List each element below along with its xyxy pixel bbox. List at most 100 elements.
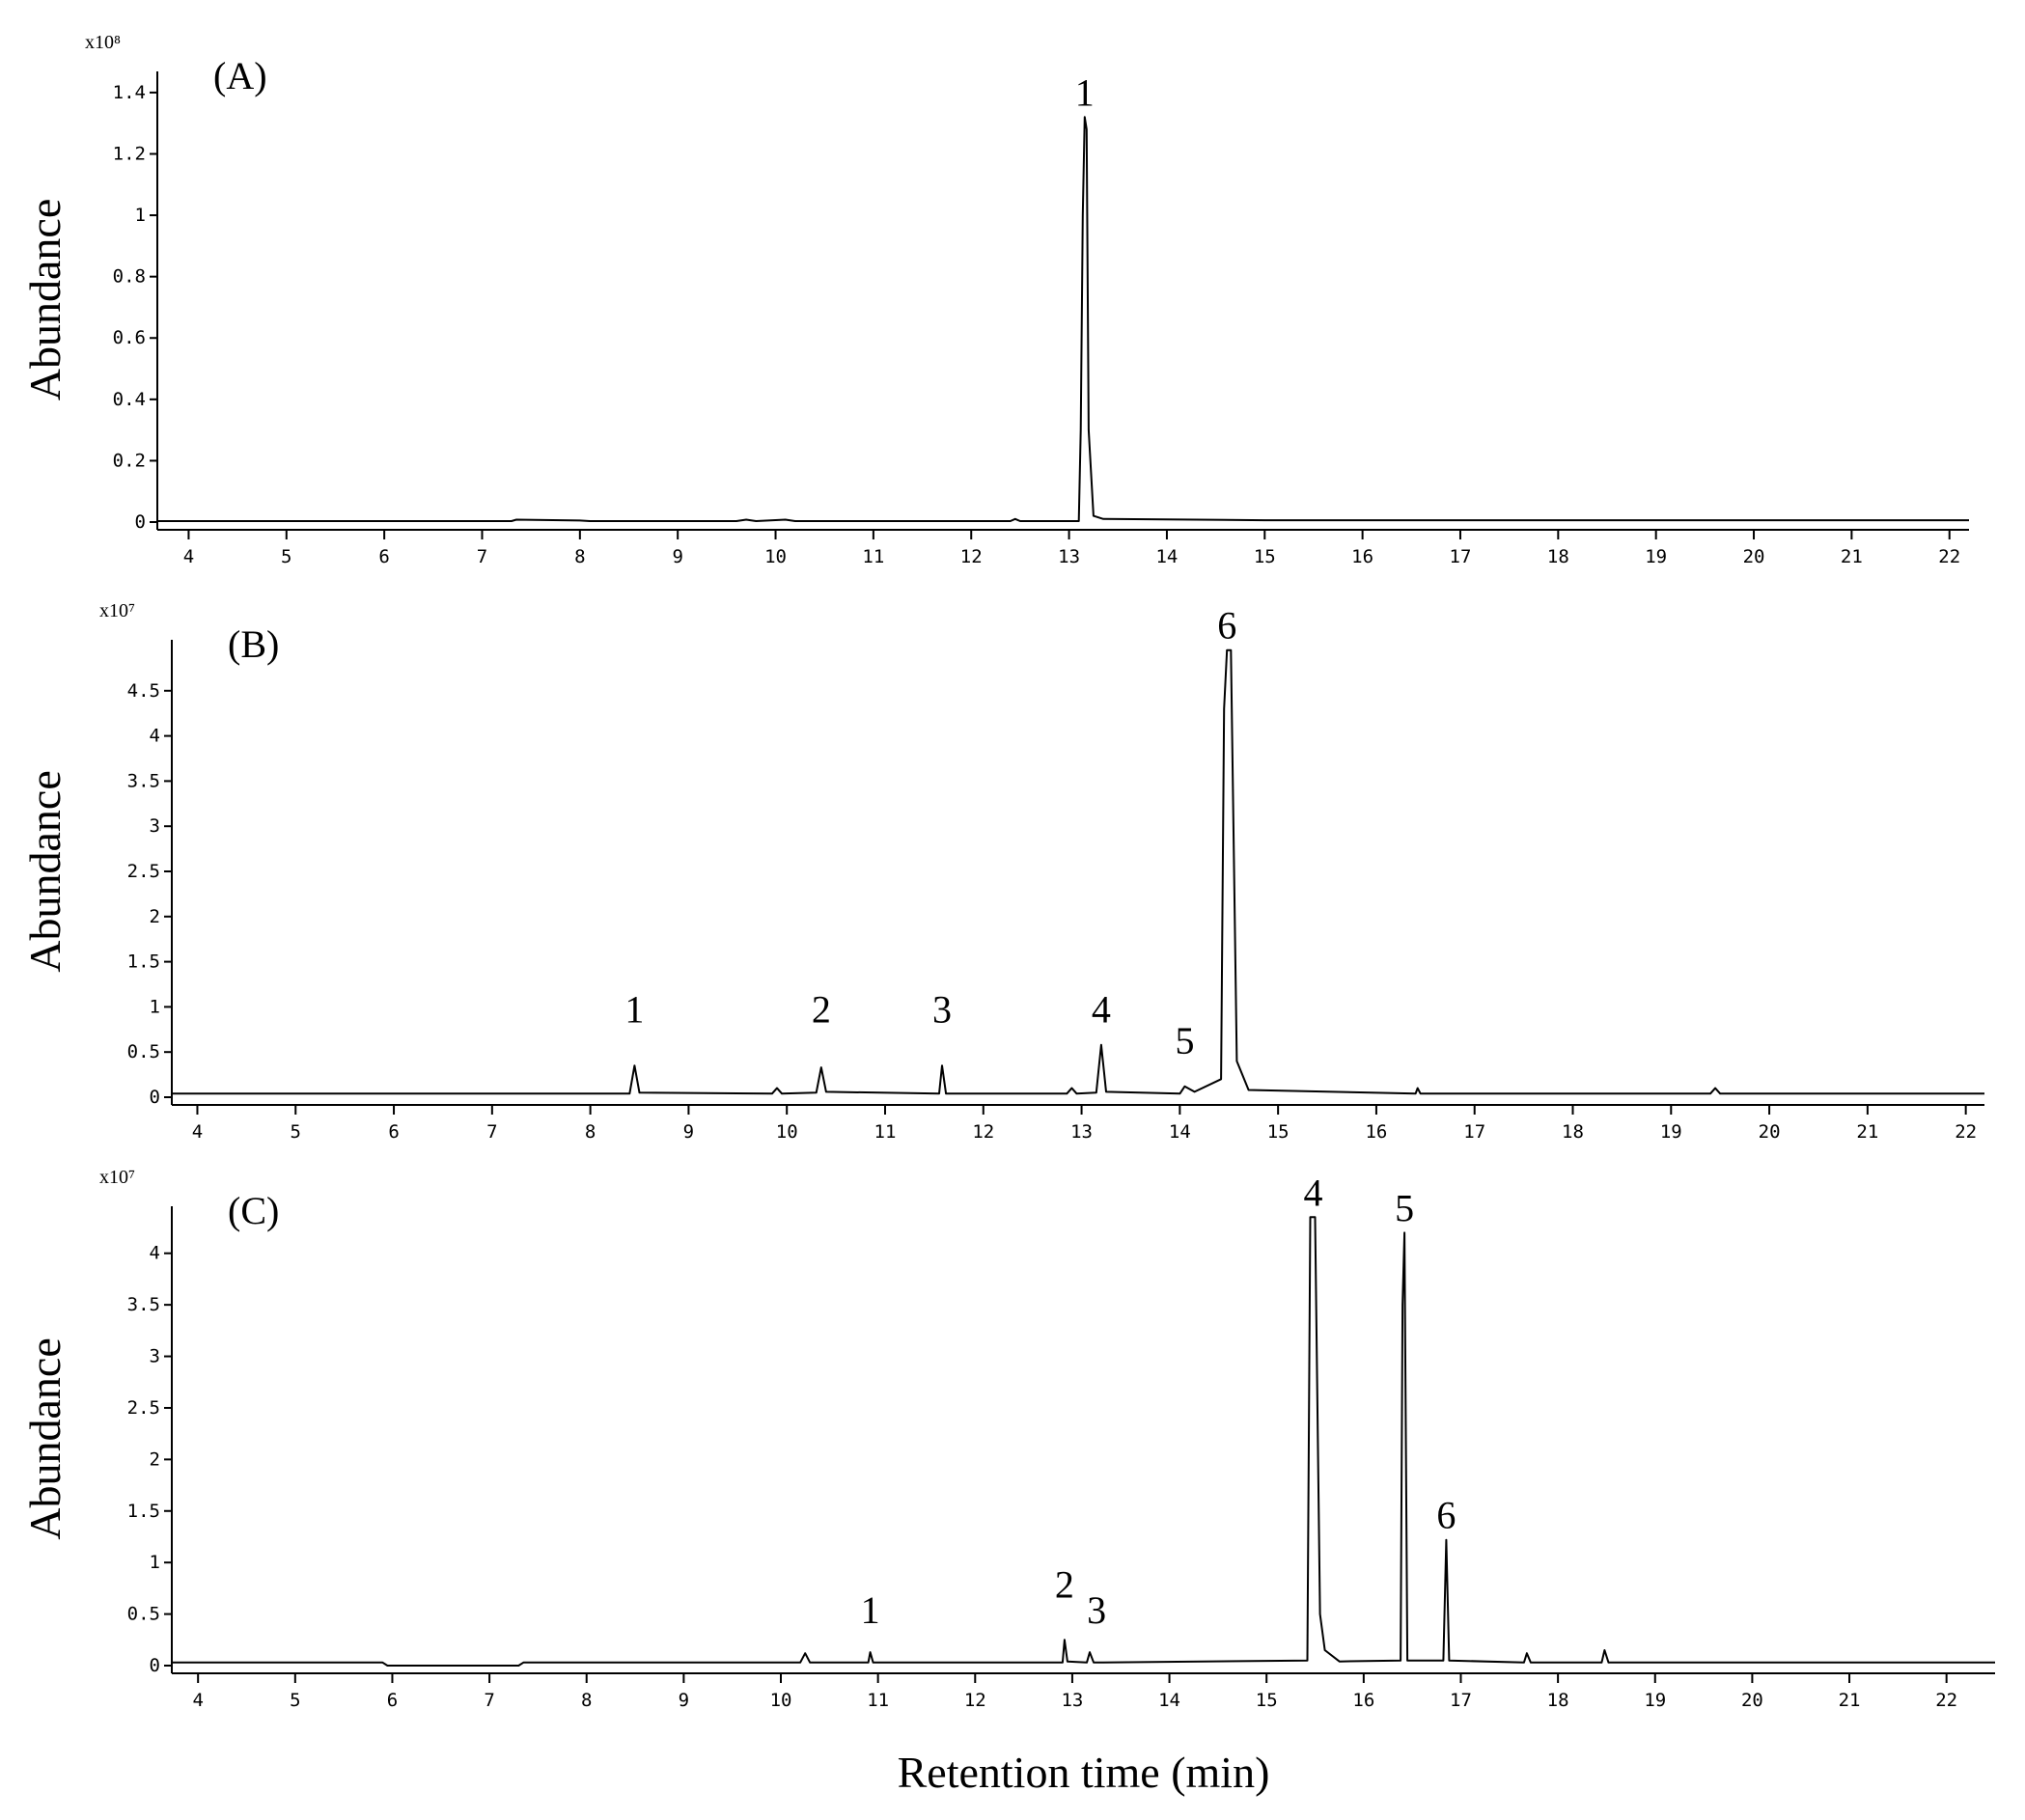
x-tick-label: 10 (776, 1121, 798, 1143)
x-tick-label: 15 (1267, 1121, 1290, 1143)
y-tick-label: 4 (150, 726, 160, 747)
x-tick-label: 19 (1660, 1121, 1682, 1143)
x-tick-label: 13 (1070, 1121, 1093, 1143)
x-tick-label: 18 (1547, 1690, 1569, 1711)
y-tick-label: 3 (150, 815, 160, 837)
peak-label: 1 (624, 987, 644, 1031)
x-tick-label: 8 (581, 1690, 592, 1711)
y-tick-label: 2 (150, 906, 160, 927)
panel-title: (B) (228, 622, 279, 666)
x-tick-label: 22 (1955, 1121, 1977, 1143)
x-tick-label: 11 (862, 546, 884, 567)
peak-label: 4 (1304, 1171, 1323, 1214)
scale-label: x10⁸ (85, 32, 121, 53)
x-tick-label: 22 (1935, 1690, 1957, 1711)
peak-label: 4 (1092, 987, 1111, 1031)
y-tick-label: 2.5 (127, 861, 160, 882)
y-tick-label: 0 (150, 1087, 160, 1108)
y-tick-label: 0.6 (113, 327, 146, 348)
y-tick-label: 3.5 (127, 770, 160, 791)
x-tick-label: 7 (486, 1121, 497, 1143)
x-tick-label: 16 (1365, 1121, 1387, 1143)
panel-title: (A) (213, 54, 267, 97)
x-tick-label: 20 (1759, 1121, 1781, 1143)
x-tick-label: 21 (1856, 1121, 1878, 1143)
x-tick-label: 14 (1158, 1690, 1180, 1711)
x-tick-label: 12 (964, 1690, 986, 1711)
y-tick-label: 3 (150, 1346, 160, 1367)
x-tick-label: 13 (1061, 1690, 1083, 1711)
x-tick-label: 10 (764, 546, 787, 567)
panel-title: (C) (228, 1189, 279, 1232)
peak-label: 3 (932, 987, 952, 1031)
peak-label: 5 (1175, 1019, 1194, 1062)
x-tick-label: 19 (1645, 546, 1667, 567)
y-tick-label: 2.5 (127, 1397, 160, 1419)
trace (172, 1216, 1995, 1667)
scale-label: x10⁷ (99, 1167, 135, 1188)
y-axis-label: Abundance (20, 1337, 69, 1539)
x-tick-label: 9 (679, 1690, 689, 1711)
y-tick-label: 1 (150, 1552, 160, 1573)
y-tick-label: 3.5 (127, 1294, 160, 1315)
x-tick-label: 5 (290, 1690, 300, 1711)
x-tick-label: 5 (291, 1121, 301, 1143)
x-tick-label: 4 (183, 546, 194, 567)
y-tick-label: 2 (150, 1448, 160, 1470)
y-axis-label: Abundance (20, 199, 69, 400)
x-tick-label: 13 (1058, 546, 1080, 567)
x-tick-label: 16 (1351, 546, 1373, 567)
y-axis-label: Abundance (20, 770, 69, 972)
x-tick-label: 18 (1562, 1121, 1584, 1143)
x-axis-label: Retention time (min) (898, 1748, 1270, 1797)
x-tick-label: 6 (387, 1690, 398, 1711)
y-tick-label: 0.2 (113, 450, 146, 471)
x-tick-label: 11 (867, 1690, 889, 1711)
x-tick-label: 12 (972, 1121, 994, 1143)
peak-label: 6 (1217, 604, 1236, 648)
peak-label: 5 (1395, 1186, 1414, 1229)
peak-label: 1 (1075, 70, 1095, 114)
peak-label: 1 (861, 1588, 880, 1632)
x-tick-label: 4 (192, 1690, 203, 1711)
x-tick-label: 11 (874, 1121, 897, 1143)
x-tick-label: 12 (960, 546, 983, 567)
x-tick-label: 16 (1352, 1690, 1374, 1711)
x-tick-label: 8 (574, 546, 585, 567)
x-tick-label: 21 (1839, 1690, 1861, 1711)
y-tick-label: 0 (135, 511, 146, 533)
x-tick-label: 14 (1155, 546, 1178, 567)
x-tick-label: 10 (770, 1690, 792, 1711)
x-tick-label: 17 (1463, 1121, 1485, 1143)
y-tick-label: 4 (150, 1243, 160, 1264)
y-tick-label: 1.2 (113, 143, 146, 164)
x-tick-label: 17 (1450, 546, 1472, 567)
y-tick-label: 0.5 (127, 1604, 160, 1625)
x-tick-label: 22 (1938, 546, 1960, 567)
peak-label: 2 (812, 987, 831, 1031)
y-tick-label: 4.5 (127, 680, 160, 702)
y-tick-label: 1.5 (127, 951, 160, 973)
x-tick-label: 20 (1743, 546, 1765, 567)
peak-label: 3 (1087, 1588, 1106, 1632)
scale-label: x10⁷ (99, 600, 135, 621)
y-tick-label: 1 (150, 996, 160, 1017)
x-tick-label: 4 (192, 1121, 203, 1143)
x-tick-label: 18 (1547, 546, 1569, 567)
x-tick-label: 9 (683, 1121, 694, 1143)
y-tick-label: 0.5 (127, 1041, 160, 1062)
trace (157, 116, 1969, 522)
y-tick-label: 0.8 (113, 266, 146, 288)
x-tick-label: 7 (484, 1690, 494, 1711)
x-tick-label: 7 (477, 546, 487, 567)
x-tick-label: 20 (1741, 1690, 1763, 1711)
y-tick-label: 1.4 (113, 82, 146, 103)
x-tick-label: 19 (1644, 1690, 1666, 1711)
x-tick-label: 15 (1256, 1690, 1278, 1711)
y-tick-label: 0.4 (113, 389, 146, 410)
x-tick-label: 8 (585, 1121, 596, 1143)
trace (172, 648, 1984, 1095)
x-tick-label: 21 (1841, 546, 1863, 567)
peak-label: 2 (1055, 1562, 1074, 1606)
